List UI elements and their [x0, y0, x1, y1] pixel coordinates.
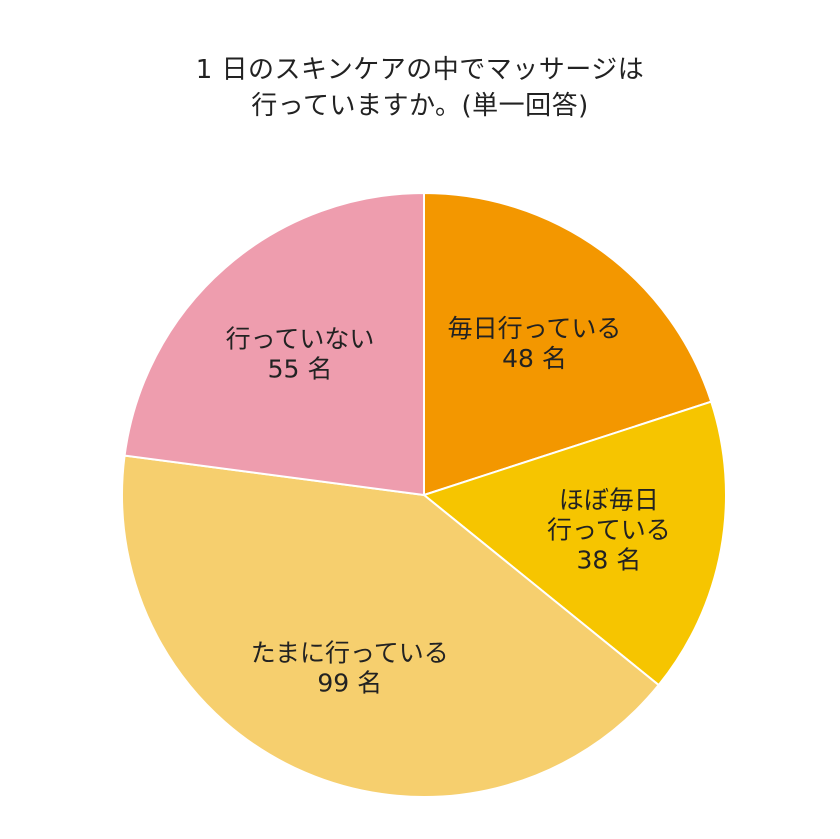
- pie-slice-0: [423, 191, 713, 497]
- slice-value-3: 55 名: [268, 355, 333, 384]
- chart-title: 1 日のスキンケアの中でマッサージは 行っていますか。(単一回答): [0, 52, 840, 124]
- chart-title-line-1: 1 日のスキンケアの中でマッサージは: [195, 55, 645, 85]
- pie-slices: [121, 191, 727, 798]
- slice-value-0: 48 名: [502, 344, 567, 373]
- slice-label-0-line-0: 毎日行っている: [448, 314, 622, 343]
- slice-value-2: 99 名: [317, 669, 382, 698]
- slice-label-1-line-0: ほぼ毎日: [559, 485, 659, 514]
- slice-label-1-line-1: 行っている: [547, 515, 671, 544]
- slice-label-3-line-0: 行っていない: [226, 325, 375, 354]
- pie-slice-3: [123, 191, 425, 497]
- pie-slice-1: [421, 400, 727, 687]
- slice-value-1: 38 名: [576, 545, 641, 574]
- chart-title-line-2: 行っていますか。(単一回答): [251, 91, 589, 121]
- slice-label-2-line-0: たまに行っている: [251, 639, 449, 668]
- pie-slice-2: [121, 454, 661, 798]
